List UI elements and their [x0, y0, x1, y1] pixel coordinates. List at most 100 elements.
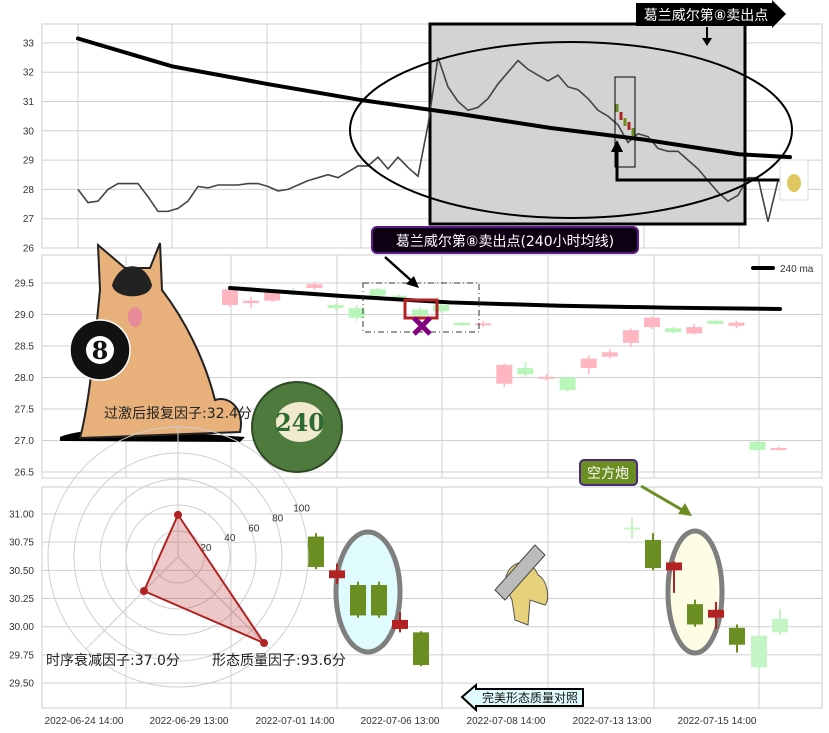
radar-point: [139, 587, 148, 596]
pattern-ellipse-right: [665, 528, 725, 656]
candle-body: [306, 284, 323, 289]
mini-candle: [627, 122, 631, 130]
p2-ytick-label: 29.5: [15, 279, 35, 290]
p2-ytick-label: 28.5: [15, 342, 35, 353]
candle-body: [686, 327, 703, 334]
p1-ytick-label: 28: [23, 185, 35, 196]
candle-body: [243, 300, 260, 304]
candle-body: [728, 322, 745, 326]
radar-tick-label: 60: [248, 523, 260, 534]
bear-label: 空方炮: [587, 466, 629, 482]
p3-ytick-label: 30.50: [9, 566, 34, 577]
candle-body: [369, 289, 386, 296]
candle-body: [475, 323, 492, 326]
sell-ma-label: 葛兰威尔第⑧卖出点(240小时均线): [396, 233, 614, 250]
p1-ytick-label: 30: [23, 126, 35, 137]
sell-label-box: [636, 0, 786, 28]
p2-ytick-label: 28.0: [15, 373, 35, 384]
candle-body: [327, 305, 344, 309]
x-tick-label: 2022-07-15 14:00: [678, 716, 757, 727]
eight-ball-number: 8: [92, 336, 109, 365]
p1-ytick-label: 27: [23, 214, 35, 225]
radar-axis-label: 时序衰减因子:37.0分: [46, 652, 180, 669]
radar-tick-label: 40: [224, 533, 236, 544]
x-tick-label: 2022-06-24 14:00: [45, 716, 124, 727]
dog-tongue: [128, 307, 142, 327]
arrowhead-icon: [406, 276, 419, 288]
candle-body: [454, 322, 471, 326]
candle-body: [624, 527, 640, 530]
middle-panel: 240 ma 葛兰威尔第⑧卖出点(240小时均线): [222, 226, 814, 451]
arrowhead-icon: [611, 140, 623, 152]
candle-body: [433, 305, 449, 312]
sell-candle-box: [403, 298, 439, 320]
p1-ytick-label: 32: [23, 68, 35, 79]
green-ball-number: 240: [275, 408, 325, 437]
dash-dot-box: [362, 282, 480, 333]
top-panel: 葛兰威尔第⑧卖出点: [76, 0, 809, 226]
candle-body: [411, 309, 428, 316]
candle-body: [413, 632, 429, 666]
ma240-line: [228, 286, 782, 311]
candle-body: [751, 635, 767, 668]
p1-ytick-label: 31: [23, 97, 35, 108]
mini-candle: [615, 104, 619, 112]
p3-ytick-label: 30.25: [9, 594, 34, 605]
illustrations: 8 240: [60, 242, 549, 626]
p3-ytick-label: 31.00: [9, 510, 34, 521]
candle-body: [687, 604, 703, 625]
eight-ball-center: [86, 336, 114, 364]
compare-label: 完美形态质量对照: [482, 690, 578, 705]
p1-ytick-label: 33: [23, 38, 35, 49]
candle-body: [708, 609, 724, 618]
candle-body: [538, 376, 555, 379]
radar-tick-label: 80: [272, 513, 284, 524]
candle-body: [308, 536, 324, 567]
focus-ellipse: [349, 41, 793, 219]
sell-x-marker-icon: [412, 316, 432, 336]
p2-ytick-label: 27.0: [15, 436, 35, 447]
candle-body: [580, 358, 597, 369]
radar-spoke: [177, 556, 271, 650]
pointer-arrow: [384, 256, 415, 284]
candle-body: [496, 364, 513, 384]
pattern-ellipse-left: [333, 529, 403, 655]
radar-tick-label: 100: [293, 504, 310, 515]
candle-body: [729, 627, 745, 645]
bear-arrow: [640, 484, 685, 513]
cat-cannon-icon: [494, 544, 546, 601]
candle-body: [665, 328, 682, 333]
candle-body: [329, 570, 345, 579]
down-arrow-icon: [702, 38, 712, 46]
x-tick-label: 2022-06-29 13:00: [150, 716, 229, 727]
pointer-arrow: [615, 150, 780, 182]
candle-body: [348, 308, 365, 318]
radar-point: [260, 639, 269, 648]
dog-face-mask: [112, 266, 152, 297]
highlight-region: [428, 22, 747, 226]
radar-tick-label: 20: [200, 543, 212, 554]
candle-body: [371, 585, 387, 616]
radar-axis-label: 过激后报复因子:32.4分: [104, 405, 252, 422]
candle-body: [707, 320, 724, 324]
p2-ytick-label: 26.5: [15, 468, 35, 479]
candle-body: [517, 368, 534, 375]
p2-ytick-label: 27.5: [15, 405, 35, 416]
p1-ytick-label: 29: [23, 156, 35, 167]
radar-point: [174, 510, 182, 519]
candle-body: [622, 330, 639, 343]
mini-candle: [619, 112, 623, 120]
price-line: [77, 57, 779, 222]
bear-label-box: [579, 459, 638, 486]
candle-body: [601, 352, 618, 357]
x-tick-label: 2022-07-08 14:00: [467, 716, 546, 727]
candle-body: [770, 448, 787, 451]
ma240-line: [76, 36, 792, 160]
p3-ytick-label: 29.50: [9, 679, 34, 690]
mini-candle: [623, 118, 627, 126]
candle-body: [264, 292, 281, 301]
sell-label: 葛兰威尔第⑧卖出点: [644, 7, 769, 24]
candle-body: [666, 562, 682, 571]
